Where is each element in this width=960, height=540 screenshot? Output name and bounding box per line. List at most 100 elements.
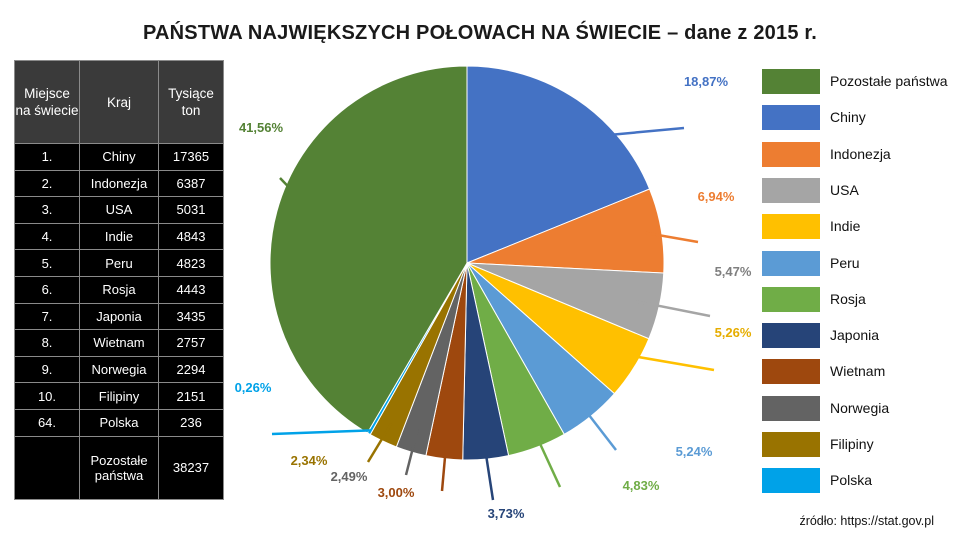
data-labels: 18,87% 6,94% 5,47% 5,26% 5,24% 4,83% 3,73% 3,00…: [235, 74, 752, 521]
legend-swatch: [762, 359, 820, 385]
country-cell: Chiny: [79, 143, 159, 171]
legend-label: Norwegia: [830, 399, 890, 416]
source-note: źródło: https://stat.gov.pl: [799, 514, 934, 528]
pie-slice-chiny: [466, 65, 651, 264]
leader-line: [635, 300, 711, 318]
rank-cell: 3.: [14, 196, 80, 224]
pie-slices: [269, 65, 665, 461]
legend-label: Japonia: [830, 327, 880, 344]
table-row: 3. USA 5031: [14, 196, 224, 224]
legend-item: Indonezja: [762, 141, 960, 168]
data-label: 2,49%: [331, 469, 368, 484]
leader-line: [483, 443, 495, 501]
leader-line: [404, 428, 419, 476]
leader-line: [608, 350, 715, 372]
country-cell: Norwegia: [79, 355, 159, 384]
data-label: 18,87%: [684, 74, 729, 89]
legend-item: USA: [762, 177, 960, 204]
leader-line: [440, 435, 449, 492]
legend-item: Rosja: [762, 286, 960, 313]
tonnage-cell: 3435: [158, 302, 224, 331]
legend-item: Chiny: [762, 105, 960, 131]
header-tonnage: Tysiące ton: [158, 60, 224, 144]
data-label: 2,34%: [291, 453, 328, 468]
leader-line: [562, 381, 617, 451]
legend-swatch: [762, 323, 820, 349]
rank-cell: 1.: [14, 143, 80, 171]
country-cell: Indonezja: [79, 169, 159, 198]
legend-label: Polska: [830, 472, 873, 489]
legend-swatch: [762, 141, 820, 167]
legend-item: Norwegia: [762, 395, 960, 422]
legend-label: Indie: [830, 218, 861, 235]
tonnage-cell: 4843: [158, 222, 224, 251]
table-row: 1. Chiny 17365: [14, 143, 224, 171]
header-country: Kraj: [79, 60, 159, 144]
data-label: 6,94%: [698, 189, 735, 204]
legend-label: Rosja: [830, 290, 866, 307]
rank-cell: 64.: [14, 408, 80, 437]
rank-cell: 7.: [14, 302, 80, 331]
table-body: 1. Chiny 17365 2. Indonezja 6387 3. USA 5031 4. In…: [14, 143, 224, 500]
legend-swatch: [762, 432, 820, 457]
legend-swatch: [762, 286, 820, 312]
data-label: 41,56%: [239, 120, 284, 135]
country-cell: USA: [79, 196, 159, 224]
data-table: Miejsce na świecie Kraj Tysiące ton 1. Ch…: [14, 60, 224, 500]
tonnage-cell: 5031: [158, 196, 224, 224]
table-row: 5. Peru 4823: [14, 249, 224, 277]
data-label: 3,73%: [488, 506, 525, 521]
pie-slice-pozostałe-państwa: [269, 65, 468, 434]
table-row: 64. Polska 236: [14, 408, 224, 437]
rank-cell: 4.: [14, 222, 80, 251]
table-row: Pozostałe państwa 38237: [14, 435, 224, 500]
table-header-row: Miejsce na świecie Kraj Tysiące ton: [14, 60, 224, 144]
legend-label: Chiny: [830, 109, 866, 126]
legend-swatch: [762, 69, 820, 94]
table-row: 2. Indonezja 6387: [14, 169, 224, 198]
legend-label: Indonezja: [830, 145, 891, 162]
country-cell: Polska: [79, 408, 159, 437]
data-label: 5,47%: [715, 264, 752, 279]
country-cell: Wietnam: [79, 329, 159, 357]
tonnage-cell: 2294: [158, 355, 224, 384]
tonnage-cell: 2151: [158, 382, 224, 410]
legend-item: Wietnam: [762, 359, 960, 385]
tonnage-cell: 236: [158, 408, 224, 437]
legend-swatch: [762, 250, 820, 276]
legend-swatch: [762, 468, 820, 494]
tonnage-cell: 17365: [158, 143, 224, 171]
country-cell: Filipiny: [79, 382, 159, 410]
table-row: 7. Japonia 3435: [14, 302, 224, 331]
leader-line: [279, 177, 326, 226]
leader-line: [515, 391, 562, 488]
legend-label: Pozostałe państwa: [830, 73, 948, 89]
legend-swatch: [762, 395, 820, 421]
legend-item: Filipiny: [762, 432, 960, 458]
data-label: 5,24%: [676, 444, 713, 459]
rank-cell: 5.: [14, 249, 80, 277]
tonnage-cell: 38237: [158, 435, 224, 500]
legend-item: Indie: [762, 214, 960, 240]
leader-line: [271, 429, 371, 436]
legend-label: Wietnam: [830, 363, 886, 380]
data-label: 4,83%: [623, 478, 660, 493]
tonnage-cell: 4443: [158, 275, 224, 304]
legend-label: USA: [830, 181, 859, 198]
legend-item: Peru: [762, 250, 960, 277]
legend-label: Filipiny: [830, 436, 874, 452]
leader-lines: [271, 126, 715, 501]
legend-swatch: [762, 105, 820, 131]
table-row: 4. Indie 4843: [14, 222, 224, 251]
legend-item: Polska: [762, 468, 960, 494]
leader-line: [549, 126, 685, 142]
header-rank: Miejsce na świecie: [14, 60, 80, 144]
legend-item: Pozostałe państwa: [762, 69, 960, 95]
data-label: 0,26%: [235, 380, 272, 395]
legend-swatch: [762, 177, 820, 203]
tonnage-cell: 4823: [158, 249, 224, 277]
legend-label: Peru: [830, 254, 860, 271]
country-cell: Peru: [79, 249, 159, 277]
legend-item: Japonia: [762, 323, 960, 349]
